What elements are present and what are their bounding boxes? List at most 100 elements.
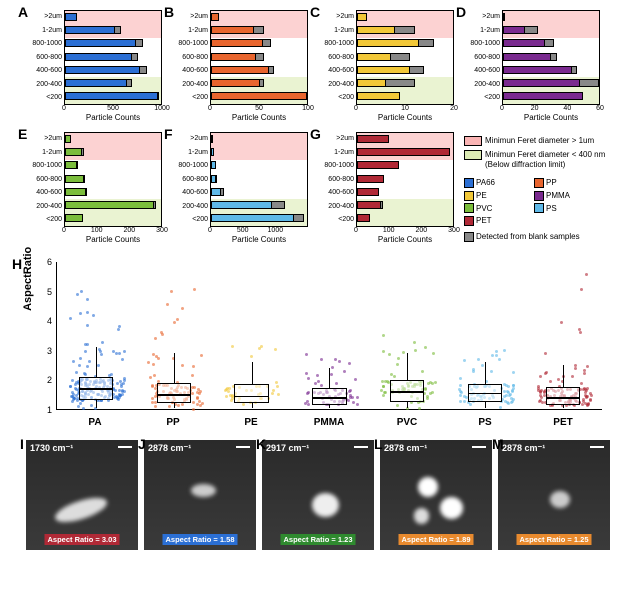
bar-row bbox=[357, 11, 453, 22]
bar-ylabel: >2um bbox=[482, 13, 500, 20]
bar-segment-main bbox=[357, 66, 410, 74]
legend-band-lt400: Minimun Feret diameter < 400 nm(Below di… bbox=[464, 150, 614, 169]
panel-label: K bbox=[256, 436, 266, 452]
bar-segment-main bbox=[503, 53, 551, 61]
jitter-point bbox=[161, 333, 164, 336]
jitter-point bbox=[192, 401, 195, 404]
bar-row bbox=[211, 146, 307, 157]
bar-segment-main bbox=[65, 92, 158, 100]
jitter-point bbox=[69, 385, 72, 388]
jitter-point bbox=[499, 406, 502, 409]
boxplot-xtick: PMMA bbox=[314, 417, 345, 428]
jitter-point bbox=[276, 385, 279, 388]
bar-ylabel: <200 bbox=[484, 94, 500, 101]
bar-xtick: 300 bbox=[448, 227, 460, 234]
bar-row bbox=[65, 91, 161, 102]
jitter-point bbox=[86, 311, 89, 314]
jitter-point bbox=[120, 383, 123, 386]
bar-panel-C: >2um1-2um800-1000600-800400-600200-400<2… bbox=[318, 8, 458, 123]
jitter-point bbox=[549, 380, 552, 383]
bar-ylabel: >2um bbox=[44, 13, 62, 20]
bar-row bbox=[211, 173, 307, 184]
bar-plot-area bbox=[210, 132, 308, 227]
box-median bbox=[546, 397, 580, 399]
bar-row bbox=[357, 64, 453, 75]
jitter-point bbox=[153, 374, 156, 377]
bar-segment-blank bbox=[77, 161, 78, 169]
bar-ylabel: 400-600 bbox=[474, 67, 500, 74]
bar-row bbox=[211, 11, 307, 22]
bar-ylabel: 800-1000 bbox=[32, 162, 62, 169]
jitter-point bbox=[151, 401, 154, 404]
aspect-ratio-label: Aspect Ratio = 1.23 bbox=[281, 534, 356, 545]
jitter-point bbox=[426, 397, 429, 400]
bar-segment-main bbox=[65, 53, 132, 61]
jitter-point bbox=[481, 364, 484, 367]
scale-bar bbox=[236, 446, 250, 448]
bar-segment-blank bbox=[260, 79, 264, 87]
panel-label: A bbox=[18, 4, 28, 20]
scale-bar bbox=[354, 446, 368, 448]
jitter-point bbox=[200, 354, 203, 357]
jitter-point bbox=[320, 384, 323, 387]
particle-blob bbox=[550, 491, 570, 509]
jitter-point bbox=[117, 328, 120, 331]
panel-label: G bbox=[310, 126, 321, 142]
jitter-point bbox=[571, 375, 574, 378]
jitter-point bbox=[585, 395, 588, 398]
bar-plot-area bbox=[356, 10, 454, 105]
bar-row bbox=[357, 213, 453, 224]
wavenumber-label: 1730 cm⁻¹ bbox=[30, 443, 73, 454]
boxplot-area bbox=[56, 262, 602, 410]
jitter-point bbox=[198, 400, 201, 403]
boxplot-ytick: 6 bbox=[47, 257, 52, 267]
bar-ylabel: <200 bbox=[338, 216, 354, 223]
bar-segment-main bbox=[65, 201, 154, 209]
bar-row bbox=[211, 213, 307, 224]
bar-segment-main bbox=[211, 188, 221, 196]
image-panel-L: 2878 cm⁻¹Aspect Ratio = 1.89 bbox=[380, 440, 492, 550]
bar-segment-main bbox=[211, 39, 263, 47]
boxplot-xtick: PA bbox=[88, 417, 101, 428]
bar-row bbox=[503, 91, 599, 102]
jitter-point bbox=[585, 273, 588, 276]
aspect-ratio-label: Aspect Ratio = 1.58 bbox=[163, 534, 238, 545]
jitter-point bbox=[317, 380, 320, 383]
jitter-point bbox=[271, 392, 274, 395]
jitter-point bbox=[121, 358, 124, 361]
jitter-point bbox=[382, 394, 385, 397]
bar-row bbox=[65, 24, 161, 35]
jitter-point bbox=[580, 382, 583, 385]
bar-segment-blank bbox=[386, 79, 415, 87]
bar-xaxis: 05001000Particle Counts bbox=[210, 227, 308, 245]
bar-plot-area bbox=[64, 10, 162, 105]
jitter-point bbox=[574, 367, 577, 370]
bar-segment-main bbox=[65, 175, 84, 183]
boxplot-ytick: 1 bbox=[47, 405, 52, 415]
bar-ylabel: <200 bbox=[46, 216, 62, 223]
bar-ylabel: 1-2um bbox=[188, 27, 208, 34]
jitter-point bbox=[579, 331, 582, 334]
jitter-point bbox=[79, 312, 82, 315]
bar-xtick: 0 bbox=[208, 227, 212, 234]
bar-row bbox=[65, 199, 161, 210]
bar-ylabel: <200 bbox=[192, 216, 208, 223]
bar-row bbox=[357, 199, 453, 210]
bar-segment-main bbox=[503, 66, 572, 74]
box-median bbox=[390, 391, 424, 393]
bar-row bbox=[211, 186, 307, 197]
box-median bbox=[79, 388, 113, 390]
jitter-point bbox=[463, 400, 466, 403]
jitter-point bbox=[92, 314, 95, 317]
bar-xtick: 500 bbox=[237, 227, 249, 234]
bar-segment-main bbox=[211, 135, 213, 143]
bar-segment-blank bbox=[395, 26, 414, 34]
bar-segment-blank bbox=[221, 188, 224, 196]
jitter-point bbox=[463, 359, 466, 362]
jitter-point bbox=[154, 337, 157, 340]
jitter-point bbox=[582, 400, 585, 403]
jitter-point bbox=[421, 370, 424, 373]
bar-row bbox=[503, 24, 599, 35]
jitter-point bbox=[191, 374, 194, 377]
legend-swatch-PMMA: PMMA bbox=[534, 190, 598, 203]
